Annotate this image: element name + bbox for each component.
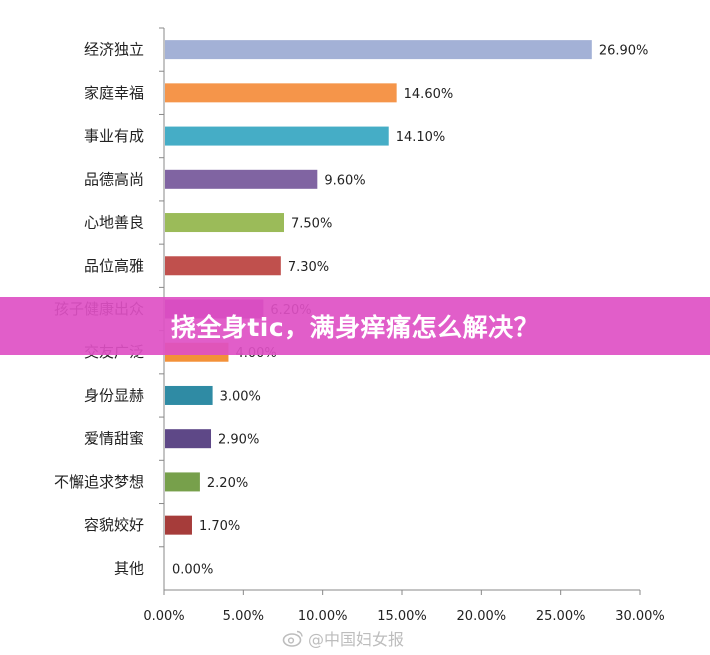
category-label-1: 家庭幸福 <box>84 84 144 102</box>
value-label-0: 26.90% <box>599 44 649 59</box>
watermark-text: @中国妇女报 <box>308 630 405 649</box>
category-label-8: 身份显赫 <box>84 386 144 404</box>
x-tick-label-1: 5.00% <box>223 609 264 624</box>
x-tick-label-4: 20.00% <box>457 609 507 624</box>
bar-3 <box>165 169 318 189</box>
category-label-9: 爱情甜蜜 <box>84 430 144 448</box>
bar-0 <box>165 40 592 60</box>
value-label-8: 3.00% <box>220 389 261 404</box>
value-label-5: 7.30% <box>288 260 329 275</box>
bar-8 <box>165 385 213 405</box>
category-label-3: 品德高尚 <box>84 170 144 188</box>
x-tick-label-0: 0.00% <box>143 609 184 624</box>
value-label-10: 2.20% <box>207 476 248 491</box>
bar-9 <box>165 429 212 449</box>
weibo-icon <box>282 630 303 647</box>
category-label-2: 事业有成 <box>84 127 144 145</box>
category-label-10: 不懈追求梦想 <box>54 473 144 491</box>
value-label-3: 9.60% <box>324 173 365 188</box>
value-label-12: 0.00% <box>172 562 213 577</box>
bar-5 <box>165 256 281 276</box>
x-tick-label-5: 25.00% <box>536 609 586 624</box>
value-label-1: 14.60% <box>404 87 454 102</box>
category-label-0: 经济独立 <box>84 41 144 59</box>
value-label-11: 1.70% <box>199 519 240 534</box>
category-label-11: 容貌姣好 <box>84 516 144 534</box>
bar-1 <box>165 83 397 103</box>
bar-2 <box>165 126 389 146</box>
category-label-12: 其他 <box>114 559 144 577</box>
watermark: @中国妇女报 <box>282 626 404 650</box>
bar-4 <box>165 213 284 233</box>
value-label-9: 2.90% <box>218 433 259 448</box>
x-tick-label-3: 15.00% <box>377 609 427 624</box>
bar-10 <box>165 472 200 492</box>
value-label-4: 7.50% <box>291 217 332 232</box>
banner-text: 挠全身tic，满身痒痛怎么解决？ <box>170 313 540 342</box>
category-label-4: 心地善良 <box>84 214 144 232</box>
title-banner: 挠全身tic，满身痒痛怎么解决？ <box>0 297 710 355</box>
bar-11 <box>165 515 192 535</box>
category-label-5: 品位高雅 <box>84 257 144 275</box>
x-tick-label-2: 10.00% <box>298 609 348 624</box>
x-tick-label-6: 30.00% <box>615 609 665 624</box>
value-label-2: 14.10% <box>396 130 446 145</box>
